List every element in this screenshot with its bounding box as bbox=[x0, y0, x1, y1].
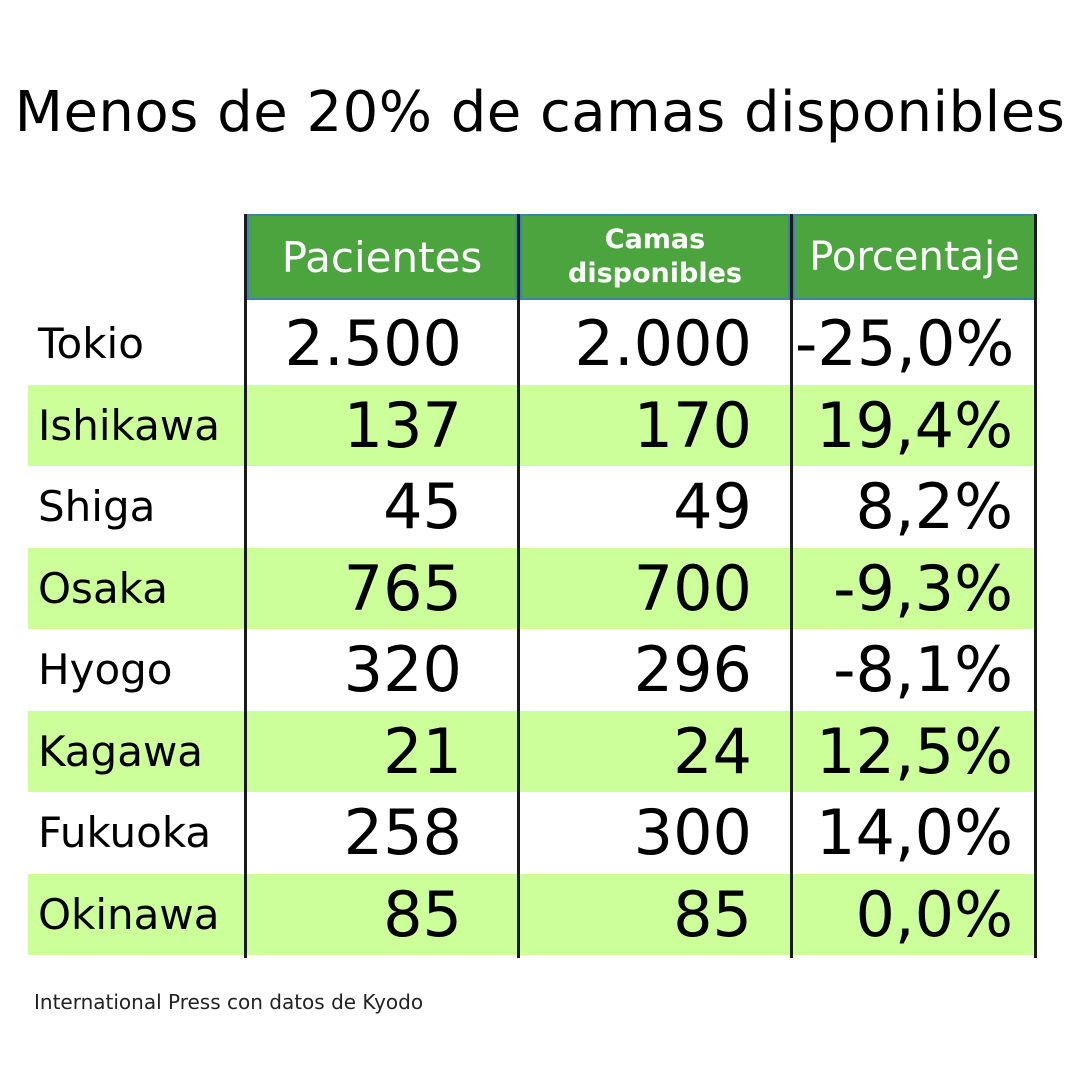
row-label: Osaka bbox=[38, 563, 168, 613]
cell-pacientes: 45 bbox=[383, 470, 462, 543]
row-stripe bbox=[28, 547, 1033, 629]
row-stripe bbox=[28, 710, 1033, 792]
cell-pacientes: 2.500 bbox=[284, 307, 463, 380]
column-divider bbox=[244, 214, 247, 958]
cell-camas: 24 bbox=[673, 714, 752, 788]
header-camas-line-2: disponibles bbox=[568, 258, 742, 289]
cell-camas: 170 bbox=[633, 388, 752, 462]
column-divider bbox=[517, 214, 520, 958]
cell-porcentaje: 12,5% bbox=[816, 714, 1013, 788]
row-label: Kagawa bbox=[38, 726, 204, 776]
cell-porcentaje: 0,0% bbox=[855, 877, 1013, 951]
cell-pacientes: 765 bbox=[343, 551, 462, 625]
cell-pacientes: 21 bbox=[383, 714, 462, 788]
cell-pacientes: 85 bbox=[383, 877, 462, 951]
cell-camas: 296 bbox=[633, 633, 752, 706]
cell-camas: 49 bbox=[673, 470, 752, 543]
source-note: International Press con datos de Kyodo bbox=[34, 990, 424, 1014]
cell-pacientes: 137 bbox=[343, 388, 462, 462]
cell-camas: 300 bbox=[633, 796, 752, 869]
header-pacientes: Pacientes bbox=[247, 214, 517, 300]
cell-camas: 85 bbox=[673, 877, 752, 951]
chart-title: Menos de 20% de camas disponibles bbox=[14, 80, 1066, 145]
cell-porcentaje: 14,0% bbox=[816, 796, 1013, 869]
header-camas-disponibles: Camas disponibles bbox=[520, 214, 790, 300]
row-label: Tokio bbox=[38, 319, 144, 368]
cell-pacientes: 258 bbox=[343, 796, 462, 869]
column-divider bbox=[1034, 214, 1037, 958]
row-label: Ishikawa bbox=[38, 400, 220, 450]
header-porcentaje: Porcentaje bbox=[793, 214, 1036, 300]
cell-porcentaje: -9,3% bbox=[833, 551, 1013, 625]
row-label: Shiga bbox=[38, 482, 156, 531]
cell-pacientes: 320 bbox=[343, 633, 462, 706]
cell-camas: 2.000 bbox=[574, 307, 753, 380]
row-stripe bbox=[28, 384, 1033, 466]
cell-porcentaje: -8,1% bbox=[833, 633, 1013, 706]
row-label: Fukuoka bbox=[38, 808, 212, 857]
cell-camas: 700 bbox=[633, 551, 752, 625]
row-stripe bbox=[28, 873, 1033, 955]
cell-porcentaje: 8,2% bbox=[855, 470, 1013, 543]
row-label: Okinawa bbox=[38, 889, 220, 939]
row-label: Hyogo bbox=[38, 645, 173, 694]
column-divider bbox=[790, 214, 793, 958]
header-camas-line-1: Camas bbox=[604, 224, 706, 255]
cell-porcentaje: -25,0% bbox=[795, 307, 1015, 380]
cell-porcentaje: 19,4% bbox=[816, 388, 1013, 462]
